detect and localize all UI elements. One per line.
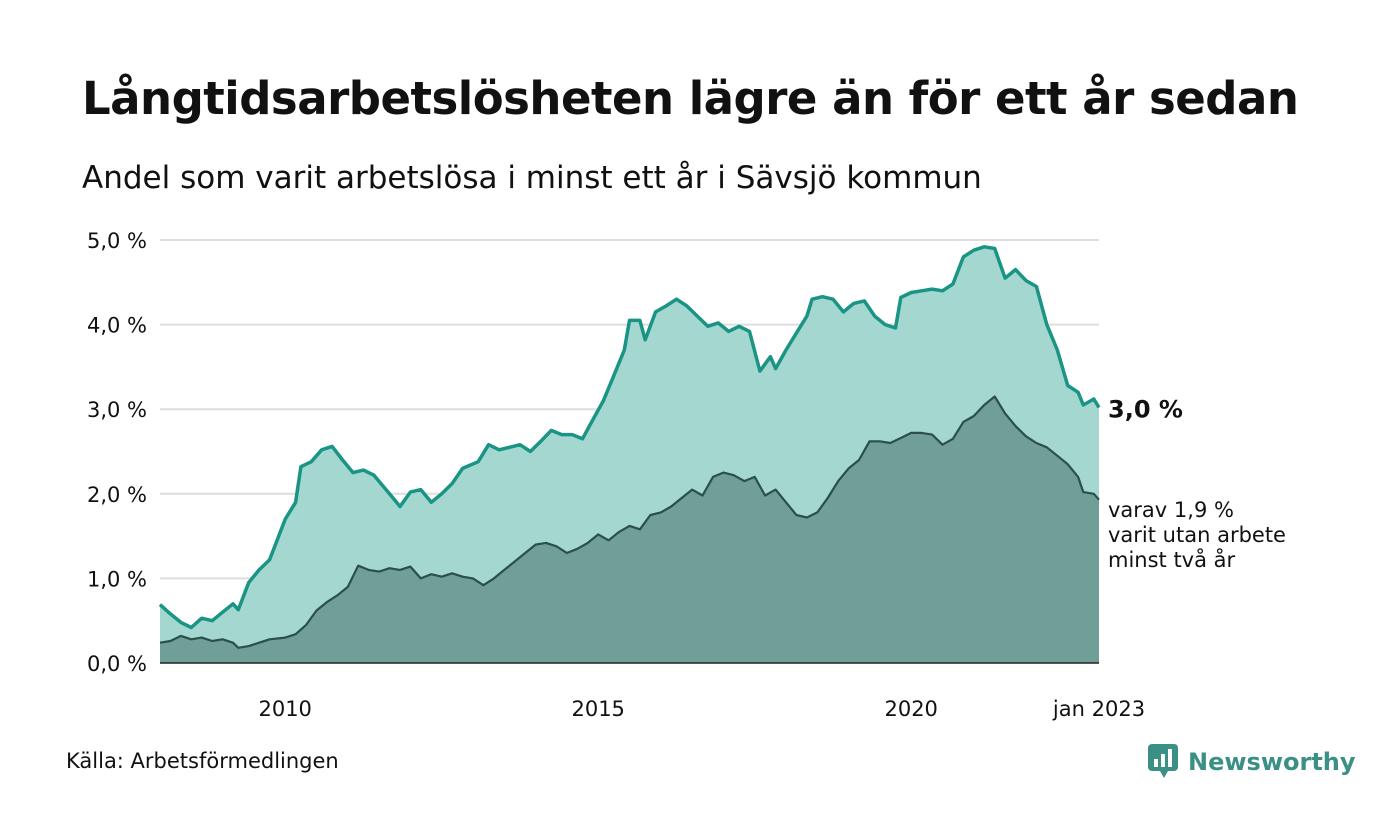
end-label-long-line: varit utan arbete: [1108, 523, 1286, 547]
y-tick-label: 0,0 %: [87, 652, 147, 676]
brand-name: Newsworthy: [1188, 748, 1356, 776]
area-unemployed-2yr: [160, 396, 1099, 663]
end-label-long-line: varav 1,9 %: [1108, 498, 1234, 522]
end-label-long-line: minst två år: [1108, 547, 1236, 572]
y-tick-label: 4,0 %: [87, 314, 147, 338]
x-tick-label: 2015: [571, 697, 624, 721]
x-tick-label: 2020: [884, 697, 937, 721]
newsworthy-chart-icon: [1148, 744, 1178, 778]
chart-title: Långtidsarbetslösheten lägre än för ett …: [82, 72, 1299, 125]
line-unemployed-2yr: [159, 395, 1100, 649]
source-note: Källa: Arbetsförmedlingen: [66, 749, 339, 773]
y-tick-label: 3,0 %: [87, 398, 147, 422]
chart-subtitle: Andel som varit arbetslösa i minst ett å…: [82, 160, 982, 196]
x-tick-label: jan 2023: [1052, 697, 1145, 721]
end-label-total: 3,0 %: [1108, 396, 1183, 424]
line-total-unemployed-1yr: [158, 245, 1101, 630]
x-tick-label: 2010: [258, 697, 311, 721]
y-tick-label: 2,0 %: [87, 483, 147, 507]
brand-logo: Newsworthy: [1148, 744, 1356, 780]
y-tick-label: 1,0 %: [87, 567, 147, 591]
y-tick-label: 5,0 %: [87, 229, 147, 253]
